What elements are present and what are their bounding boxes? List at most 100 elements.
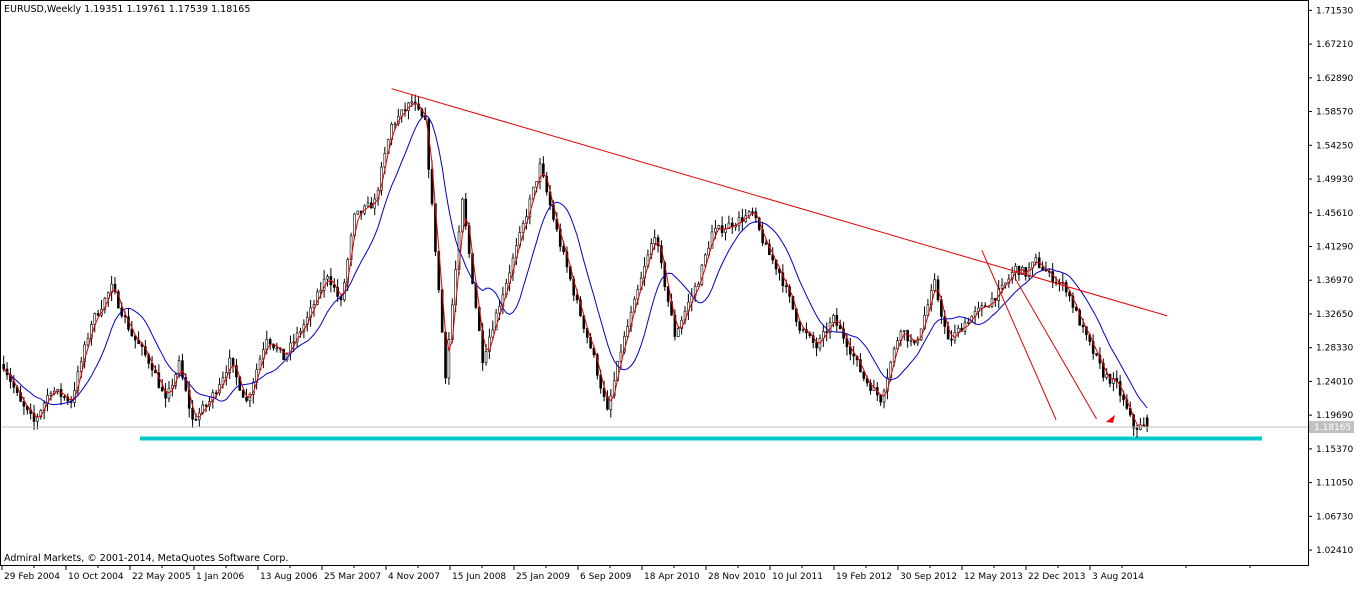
- y-tick-label: 1.71530: [1316, 6, 1353, 16]
- x-tick-label: 19 Feb 2012: [836, 572, 892, 582]
- candle: [96, 309, 100, 317]
- candle: [676, 325, 680, 338]
- y-tick-label: 1.62890: [1316, 74, 1353, 84]
- y-tick-label: 1.67210: [1316, 40, 1353, 50]
- trendlines-layer[interactable]: [391, 88, 1168, 423]
- price-axis[interactable]: 1.71530 1.67210 1.62890 1.58570 1.54250 1.499…: [1308, 6, 1353, 556]
- candle: [538, 157, 542, 190]
- candle: [167, 381, 171, 403]
- x-tick-label: 6 Sep 2009: [580, 572, 632, 582]
- candle: [798, 319, 802, 334]
- candle: [83, 341, 86, 369]
- candle: [737, 211, 741, 232]
- candle: [366, 196, 370, 208]
- candle: [160, 379, 164, 392]
- ma-fast-line: [3, 102, 1148, 428]
- candle: [703, 252, 707, 268]
- candle: [852, 345, 855, 365]
- candle: [815, 337, 818, 357]
- y-tick-label: 1.06730: [1316, 512, 1353, 522]
- candle: [427, 117, 430, 179]
- x-tick-label: 25 Jan 2009: [516, 572, 570, 582]
- y-tick-label: 1.11050: [1316, 479, 1353, 489]
- moving-averages-layer: [3, 102, 1148, 428]
- y-tick-label: 1.28330: [1316, 344, 1353, 354]
- candle: [356, 210, 360, 216]
- x-tick-label: 12 May 2013: [964, 572, 1023, 582]
- candle: [86, 332, 90, 349]
- candle: [832, 313, 835, 328]
- current-price-tag: [1309, 421, 1354, 434]
- y-tick-label: 1.58570: [1316, 108, 1353, 118]
- y-tick-label: 1.54250: [1316, 141, 1353, 151]
- x-tick-label: 22 Dec 2013: [1028, 572, 1086, 582]
- candle: [835, 308, 839, 333]
- candle: [933, 273, 936, 292]
- candle: [380, 161, 383, 196]
- candle: [63, 395, 66, 401]
- candle: [1071, 292, 1075, 314]
- candle: [936, 275, 940, 303]
- candle: [771, 247, 775, 265]
- candle: [103, 296, 107, 314]
- current-price-label: 1.18165: [1314, 423, 1351, 433]
- candle: [1142, 417, 1146, 427]
- candle: [1027, 262, 1031, 281]
- candle: [332, 278, 336, 293]
- y-tick-label: 1.41290: [1316, 242, 1353, 252]
- candle: [32, 404, 36, 430]
- candle: [171, 378, 174, 397]
- candle: [76, 365, 80, 397]
- candle: [1101, 358, 1105, 382]
- x-tick-label: 28 Nov 2010: [708, 572, 766, 582]
- candle: [491, 320, 495, 340]
- x-tick-label: 15 Jun 2008: [452, 572, 506, 582]
- x-tick-label: 13 Aug 2006: [260, 572, 318, 582]
- y-tick-label: 1.45610: [1316, 209, 1353, 219]
- candle: [1078, 308, 1081, 326]
- candle: [447, 332, 451, 385]
- candle: [117, 289, 120, 309]
- candle: [896, 336, 899, 351]
- x-tick-label: 4 Nov 2007: [388, 572, 440, 582]
- candle: [1091, 334, 1095, 360]
- y-tick-label: 1.24010: [1316, 377, 1353, 387]
- candle: [558, 223, 562, 252]
- candle: [545, 171, 549, 196]
- copyright-text: Admiral Markets, © 2001-2014, MetaQuotes…: [4, 553, 288, 564]
- x-tick-label: 30 Sep 2012: [900, 572, 957, 582]
- y-tick-label: 1.19690: [1316, 411, 1353, 421]
- x-tick-label: 1 Jan 2006: [196, 572, 244, 582]
- x-tick-label: 18 Apr 2010: [644, 572, 700, 582]
- candle: [1095, 353, 1098, 357]
- chart-title: EURUSD,Weekly 1.19351 1.19761 1.17539 1.…: [4, 4, 250, 15]
- x-tick-label: 10 Jul 2011: [772, 572, 823, 582]
- x-tick-label: 22 May 2005: [132, 572, 191, 582]
- candle: [909, 333, 913, 347]
- ma-slow-line: [3, 114, 1148, 409]
- channel-line[interactable]: [981, 250, 1057, 420]
- y-tick-label: 1.15370: [1316, 445, 1353, 455]
- candle: [730, 217, 734, 235]
- resistance-trendline[interactable]: [391, 88, 1168, 317]
- candle: [49, 390, 53, 401]
- candle: [609, 389, 613, 418]
- time-axis[interactable]: 29 Feb 2004 10 Oct 2004 22 May 2005 1 Jan 2…: [1, 565, 1251, 582]
- x-tick-label: 3 Aug 2014: [1092, 572, 1144, 582]
- y-tick-label: 1.36970: [1316, 276, 1353, 286]
- x-tick-label: 29 Feb 2004: [4, 572, 60, 582]
- candle: [282, 348, 285, 361]
- channel-line[interactable]: [1015, 278, 1097, 420]
- candle: [130, 320, 134, 337]
- candle: [727, 215, 731, 230]
- candle: [326, 274, 329, 287]
- candle: [950, 330, 953, 347]
- candle: [781, 264, 785, 293]
- candle: [464, 193, 468, 230]
- candle: [292, 333, 296, 352]
- current-price-tag-layer: 1.18165: [2, 421, 1354, 434]
- candle: [275, 342, 279, 353]
